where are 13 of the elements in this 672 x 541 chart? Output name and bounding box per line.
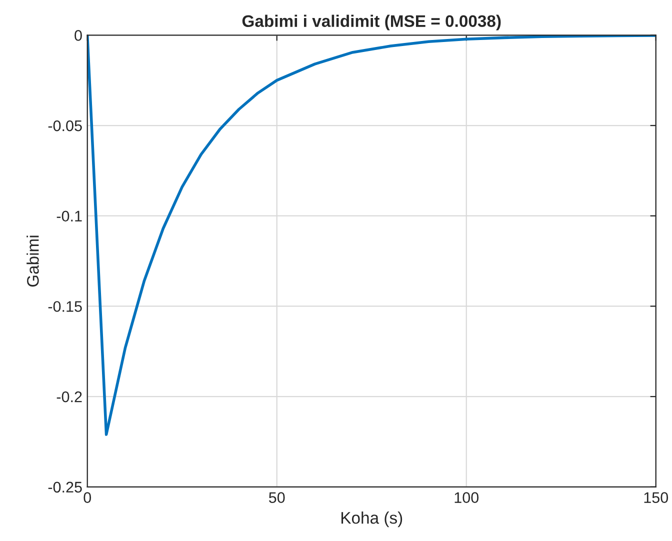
y-tick-label: 0	[74, 30, 82, 41]
y-axis-title: Gabimi	[26, 236, 39, 287]
x-tick-label: 150	[644, 492, 668, 503]
y-tick-label: -0.1	[56, 210, 82, 222]
y-tick-label: -0.05	[48, 120, 82, 132]
chart-title: Gabimi i validimit (MSE = 0.0038)	[242, 14, 501, 30]
x-tick-label: 100	[454, 492, 479, 503]
x-tick-label: 50	[268, 492, 285, 503]
x-axis-title: Koha (s)	[341, 512, 402, 528]
x-tick-label: 0	[84, 492, 92, 503]
y-tick-label: -0.25	[48, 482, 82, 493]
y-tick-label: -0.2	[56, 391, 82, 402]
y-tick-label: -0.15	[48, 301, 82, 312]
